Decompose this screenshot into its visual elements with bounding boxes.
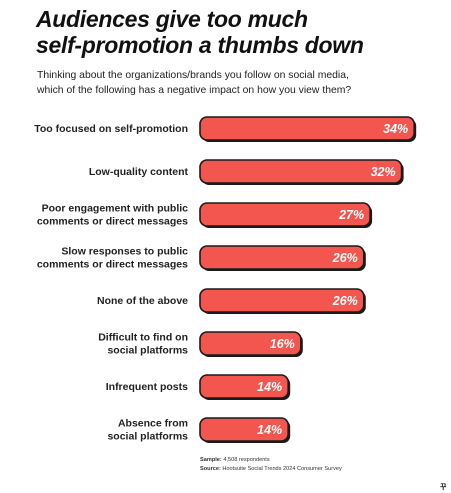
category-label: Absence from: [118, 418, 188, 430]
category-label: Slow responses to public: [61, 246, 188, 258]
category-label: Infrequent posts: [106, 381, 188, 393]
bar-value-label: 14%: [257, 423, 282, 437]
bar: [199, 116, 415, 141]
category-label: Poor engagement with public: [42, 203, 189, 215]
bar: [199, 202, 371, 227]
category-label: social platforms: [107, 345, 188, 357]
chart-notes: Sample: 4,508 respondents Source: Hootsu…: [200, 456, 342, 474]
chart-subtitle-line-1: Thinking about the organizations/brands …: [37, 70, 349, 81]
category-label: social platforms: [107, 431, 188, 443]
category-label: Difficult to find on: [98, 332, 188, 344]
chart-title-line-1: Audiences give too much: [36, 6, 308, 32]
bar-value-label: 26%: [332, 294, 358, 308]
bar-value-label: 26%: [332, 251, 358, 265]
bar-value-label: 16%: [270, 337, 295, 351]
chart-title-line-2: self-promotion a thumbs down: [36, 32, 364, 58]
category-label: None of the above: [97, 295, 188, 307]
bar-value-label: 32%: [371, 165, 396, 179]
bar-value-label: 34%: [383, 122, 408, 136]
category-label: Too focused on self-promotion: [34, 123, 188, 135]
chart-subtitle-line-2: which of the following has a negative im…: [37, 84, 352, 96]
bar: [199, 288, 365, 313]
bar: [199, 245, 365, 270]
bar-value-label: 14%: [257, 380, 282, 394]
category-label: comments or direct messages: [37, 259, 188, 271]
bar: [199, 159, 403, 184]
bar: [199, 417, 289, 442]
source-note: Source: Hootsuite Social Trends 2024 Con…: [200, 466, 342, 472]
chart-title: Audiences give too much self-promotion a…: [36, 6, 436, 58]
bar-value-label: 27%: [338, 208, 364, 222]
bar: [199, 374, 289, 399]
sample-note: Sample: 4,508 respondents: [200, 457, 270, 463]
owl-logo-icon: 꾸: [440, 484, 447, 491]
bar: [199, 331, 302, 356]
category-label: Low-quality content: [89, 166, 189, 178]
category-label: comments or direct messages: [37, 216, 188, 228]
chart-subtitle: Thinking about the organizations/brands …: [37, 69, 437, 98]
